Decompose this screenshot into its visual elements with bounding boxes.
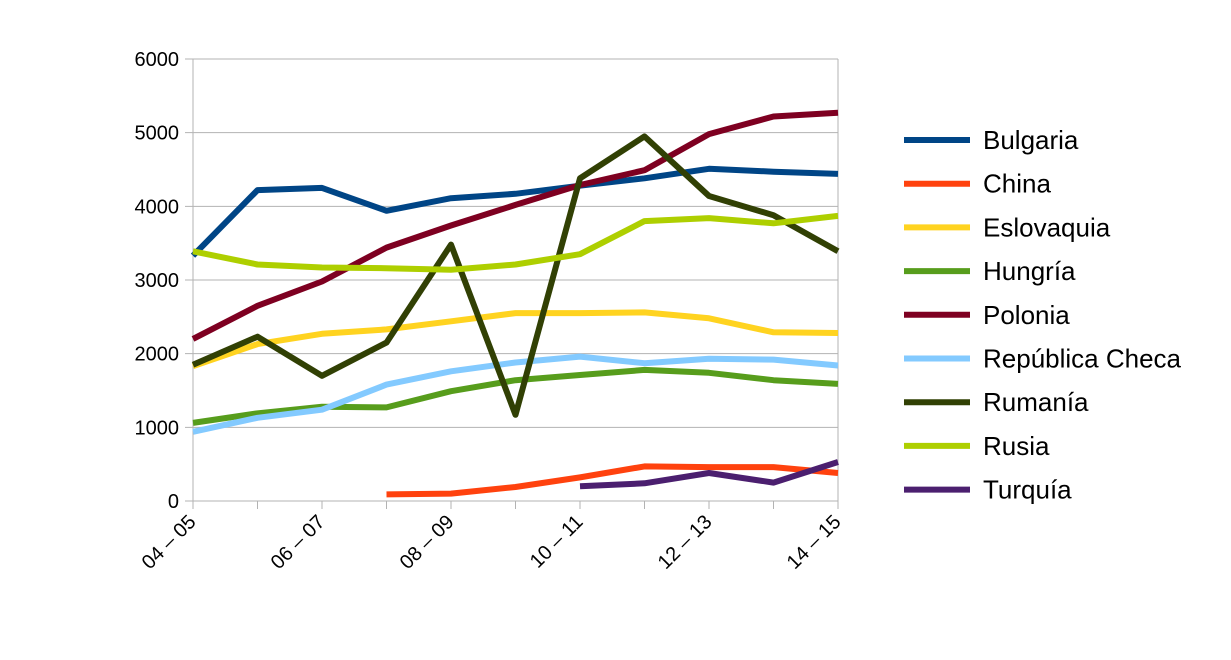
y-tick-label: 1000: [135, 417, 180, 439]
legend-label: Eslovaquia: [983, 212, 1111, 242]
legend-label: Turquía: [983, 475, 1072, 505]
x-tick-label: 14 – 15: [783, 511, 846, 574]
y-tick-label: 4000: [135, 196, 180, 218]
y-tick-label: 6000: [135, 49, 180, 71]
x-tick-label: 06 – 07: [267, 511, 330, 574]
legend-label: China: [983, 169, 1051, 199]
x-tick-label: 04 – 05: [138, 511, 201, 574]
legend-label: República Checa: [983, 344, 1182, 374]
legend-label: Hungría: [983, 256, 1076, 286]
legend-label: Polonia: [983, 300, 1070, 330]
legend-label: Rumanía: [983, 387, 1089, 417]
x-axis-tick-labels: 04 – 05 06 – 07 08 – 09 10 – 11 12 – 13 14 – …: [138, 501, 846, 574]
series-line-1: [386, 463, 839, 498]
legend-label: Rusia: [983, 431, 1050, 461]
y-tick-label: 3000: [135, 270, 180, 292]
series-line-3: [192, 366, 839, 426]
series-line-2: [192, 309, 839, 370]
x-tick-label: 08 – 09: [396, 511, 459, 574]
y-tick-label: 2000: [135, 344, 180, 366]
series-lines: [190, 109, 840, 498]
series-line-5: [192, 353, 839, 435]
x-tick-label: 12 – 13: [654, 511, 717, 574]
y-tick-label: 0: [168, 491, 179, 513]
series-line-0: [190, 165, 839, 258]
x-tick-label: 10 – 11: [526, 511, 588, 573]
legend-label: Bulgaria: [983, 125, 1079, 155]
series-line-8: [579, 459, 839, 490]
y-axis-tick-labels: 0 1000 2000 3000 4000 5000 6000: [135, 49, 180, 513]
series-line-6: [191, 133, 840, 418]
legend: Bulgaria China Eslovaquia Hungría Polonia Rep…: [904, 125, 1182, 505]
series-line-7: [192, 212, 839, 273]
y-tick-label: 5000: [135, 123, 180, 145]
series-line-4: [191, 109, 839, 342]
axes: [192, 59, 839, 502]
